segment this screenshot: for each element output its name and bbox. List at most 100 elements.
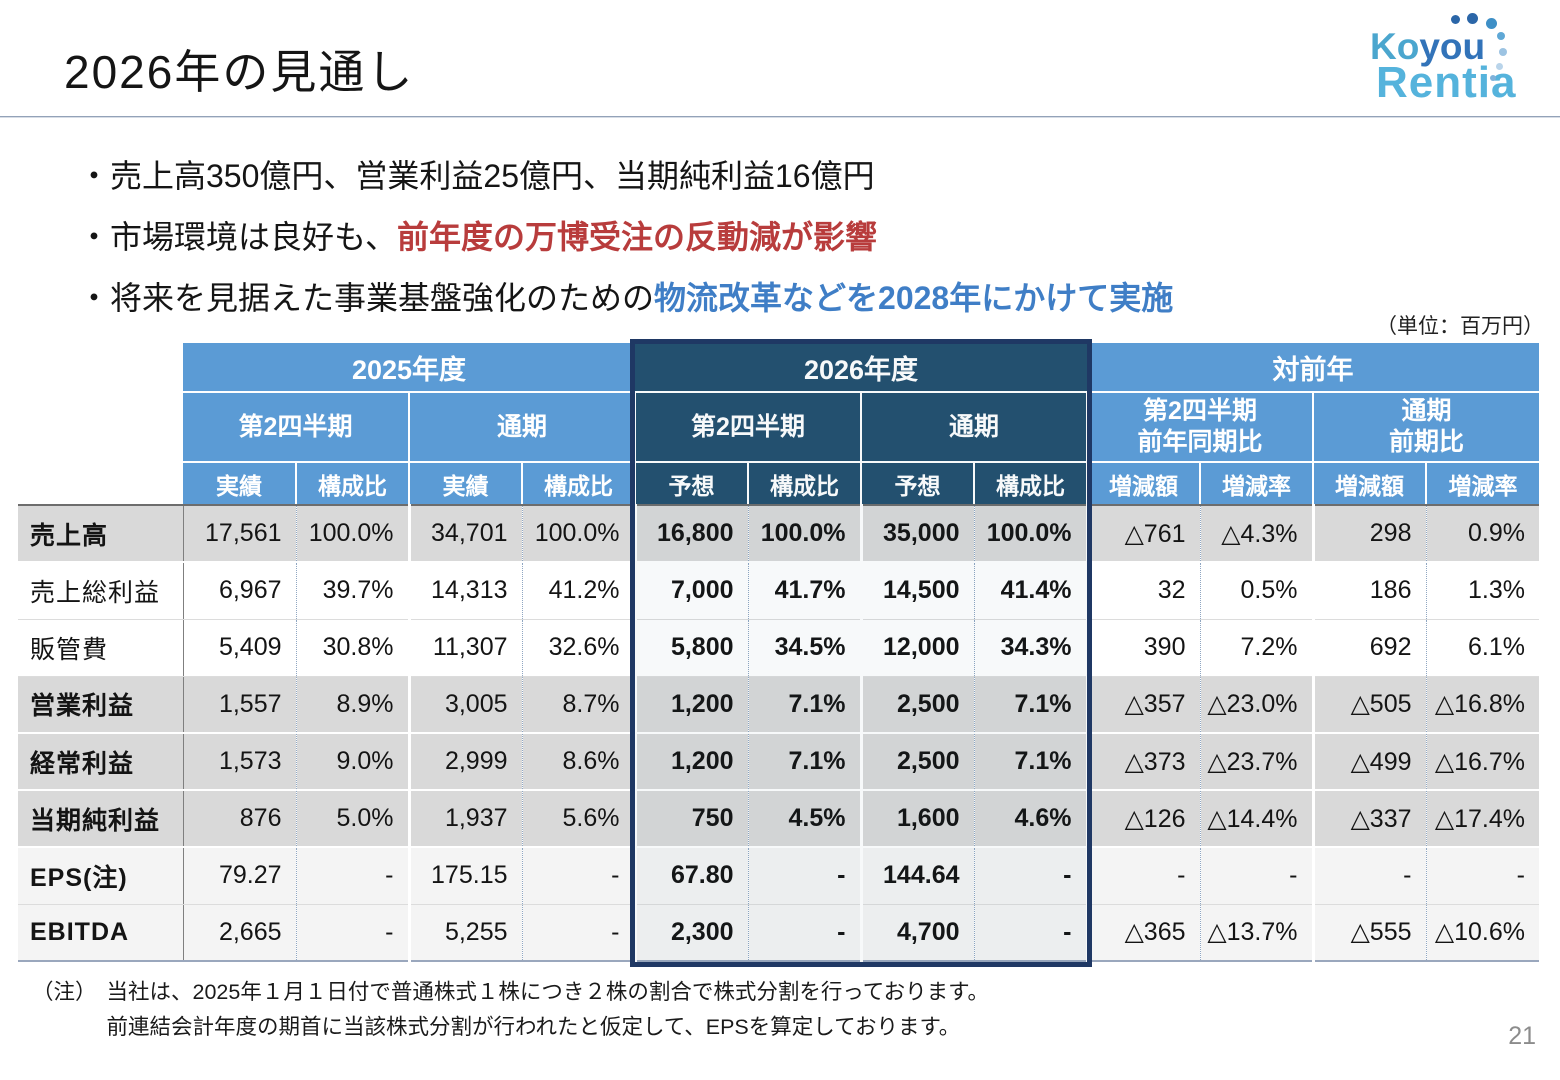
table-cell: △365 xyxy=(1085,904,1200,962)
table-cell: 1,937 xyxy=(407,790,522,848)
table-cell: - xyxy=(747,904,861,962)
table-cell: 175.15 xyxy=(407,847,522,905)
table-cell: 4.6% xyxy=(973,790,1087,848)
table-cell: 1,200 xyxy=(633,733,748,791)
table-cell: - xyxy=(521,904,635,962)
table-cell: 100.0% xyxy=(295,504,409,563)
table-cell: 144.64 xyxy=(859,847,974,905)
table-cell: △23.0% xyxy=(1199,676,1313,734)
bullet-list: ・売上高350億円、営業利益25億円、当期純利益16億円 ・市場環境は良好も、前… xyxy=(78,146,1498,329)
header-period: 通期 xyxy=(860,391,1087,462)
results-table: 2025年度 2026年度 対前年 第2四半期 通期 第2四半期 通期 第2四半… xyxy=(18,343,1539,962)
table-cell: △13.7% xyxy=(1199,904,1313,962)
table-cell: 0.5% xyxy=(1199,562,1313,620)
header-measure: 構成比 xyxy=(747,461,861,505)
table-cell: 11,307 xyxy=(407,619,522,677)
table-cell: △499 xyxy=(1311,733,1426,791)
table-cell: - xyxy=(1311,847,1426,905)
table-cell: △4.3% xyxy=(1199,504,1313,563)
table-header-years: 2025年度 2026年度 対前年 xyxy=(18,343,1539,505)
table-header-measures: 実績 構成比 実績 構成比 予想 構成比 予想 構成比 増減額 増減率 増減額 … xyxy=(18,461,1539,505)
footnote-text: 当社は、2025年１月１日付で普通株式１株につき２株の割合で株式分割を行っており… xyxy=(106,980,989,1039)
table-cell: 5,255 xyxy=(407,904,522,962)
table-row: EBITDA 2,665-5,255-2,300-4,700- △365 △13.7%… xyxy=(18,904,1539,962)
table-cell: 4.5% xyxy=(747,790,861,848)
logo-word-koyou: Koyou xyxy=(1370,26,1486,67)
table-cell: 34.5% xyxy=(747,619,861,677)
table-cell: 9.0% xyxy=(295,733,409,791)
table-cell: 41.4% xyxy=(973,562,1087,620)
page-title: 2026年の見通し xyxy=(64,46,415,98)
bullet-item: ・市場環境は良好も、前年度の万博受注の反動減が影響 xyxy=(78,219,878,255)
table-cell: - xyxy=(1425,847,1539,905)
table-body: 売上高 17,561 100.0% 34,701 100.0% 16,800 100.0% 3… xyxy=(18,504,1539,962)
table-cell: 67.80 xyxy=(633,847,748,905)
table-cell: 7.1% xyxy=(747,676,861,734)
header-group-2025: 2025年度 xyxy=(183,343,635,392)
footnote: （注） 当社は、2025年１月１日付で普通株式１株につき２株の割合で株式分割を行… xyxy=(32,975,989,1045)
table-cell: 2,500 xyxy=(859,676,974,734)
table-row: 営業利益 1,557 8.9% 3,005 8.7% 1,200 7.1% 2,500 7.1%… xyxy=(18,676,1539,734)
table-cell: 692 xyxy=(1311,619,1426,677)
header-measure: 増減率 xyxy=(1199,461,1313,505)
table-cell: 4,700 xyxy=(859,904,974,962)
table-cell: △16.8% xyxy=(1425,676,1539,734)
table-cell: 39.7% xyxy=(295,562,409,620)
table-header-periods: 第2四半期 通期 第2四半期 通期 第2四半期 前年同期比 通期 前期比 xyxy=(18,391,1539,462)
table-cell: 41.7% xyxy=(747,562,861,620)
table-row: 売上高 17,561 100.0% 34,701 100.0% 16,800 100.0% 3… xyxy=(18,504,1539,563)
table-cell: 7.1% xyxy=(973,676,1087,734)
table-cell: 186 xyxy=(1311,562,1426,620)
table-cell: 1.3% xyxy=(1425,562,1539,620)
table-cell: 100.0% xyxy=(521,504,635,563)
table-cell: 5.0% xyxy=(295,790,409,848)
table-cell: 750 xyxy=(633,790,748,848)
table-cell: 14,313 xyxy=(407,562,522,620)
table-cell: 14,500 xyxy=(859,562,974,620)
table-cell: △357 xyxy=(1085,676,1200,734)
header-period: 第2四半期 xyxy=(183,391,409,462)
header-measure: 実績 xyxy=(408,461,522,505)
table-cell: 34.3% xyxy=(973,619,1087,677)
header-period: 通期 xyxy=(408,391,635,462)
table-cell: - xyxy=(295,904,409,962)
table-cell: 32 xyxy=(1085,562,1200,620)
table-cell: 6,967 xyxy=(183,562,296,620)
table-cell: 12,000 xyxy=(859,619,974,677)
row-label: 売上高 xyxy=(18,504,184,563)
table-cell: 2,300 xyxy=(633,904,748,962)
table-cell: △505 xyxy=(1311,676,1426,734)
table-cell: △761 xyxy=(1085,504,1200,563)
table-cell: 876 xyxy=(183,790,296,848)
header-measure: 予想 xyxy=(634,461,748,505)
row-label: 営業利益 xyxy=(18,676,184,734)
page-number: 21 xyxy=(1508,1022,1536,1050)
table-cell: 16,800 xyxy=(633,504,748,563)
table-cell: 8.7% xyxy=(521,676,635,734)
table-cell: 0.9% xyxy=(1425,504,1539,563)
header-period: 通期 前期比 xyxy=(1312,391,1539,462)
bullet-item: ・将来を見据えた事業基盤強化のための物流改革などを2028年にかけて実施 xyxy=(78,280,1174,316)
table-row: 販管費 5,409 30.8% 11,307 32.6% 5,800 34.5% 12,000… xyxy=(18,619,1539,677)
table-cell: 79.27 xyxy=(183,847,296,905)
header-group-2026: 2026年度 xyxy=(635,343,1087,392)
table-cell: 100.0% xyxy=(973,504,1087,563)
table-cell: △16.7% xyxy=(1425,733,1539,791)
logo-word-rentia: Rentia xyxy=(1376,58,1517,107)
koyou-rentia-logo: Koyou Rentia xyxy=(1368,4,1553,112)
row-label: 当期純利益 xyxy=(18,790,184,848)
table-cell: 8.9% xyxy=(295,676,409,734)
header-measure: 構成比 xyxy=(521,461,635,505)
table-cell: △14.4% xyxy=(1199,790,1313,848)
header-measure: 実績 xyxy=(183,461,296,505)
table-cell: 34,701 xyxy=(407,504,522,563)
table-cell: 1,557 xyxy=(183,676,296,734)
row-label: EPS(注) xyxy=(18,847,184,905)
header-group-prev-year: 対前年 xyxy=(1087,343,1539,392)
table-cell: - xyxy=(1199,847,1313,905)
table-cell: - xyxy=(973,847,1087,905)
table-cell: - xyxy=(295,847,409,905)
table-cell: △555 xyxy=(1311,904,1426,962)
table-cell: 7,000 xyxy=(633,562,748,620)
header-measure: 構成比 xyxy=(973,461,1087,505)
